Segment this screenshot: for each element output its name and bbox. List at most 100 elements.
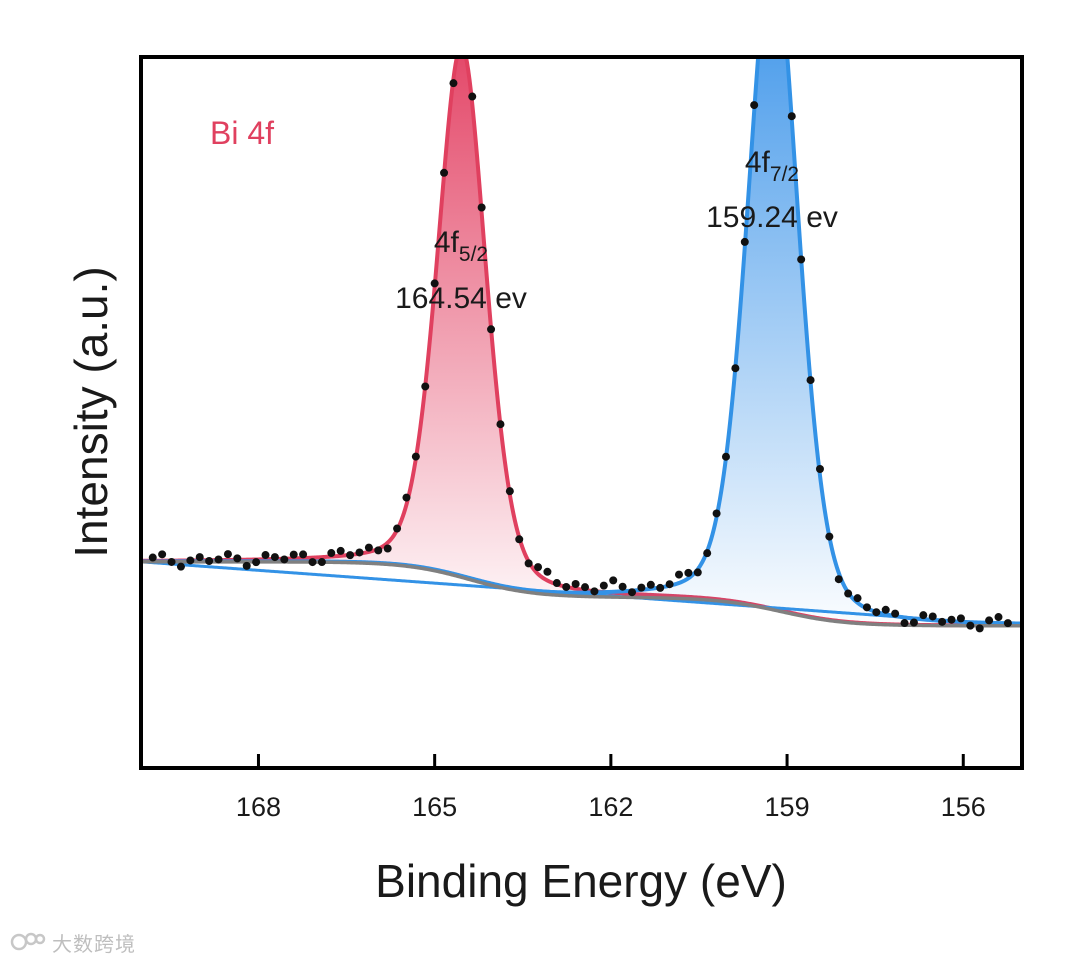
raw-data-point: [552, 579, 561, 588]
watermark: 大数跨境: [10, 928, 136, 956]
linear-baseline: [141, 560, 1022, 628]
raw-data-point: [214, 555, 223, 564]
raw-data-point: [618, 582, 627, 591]
raw-data-point: [853, 594, 862, 603]
raw-data-point: [646, 580, 655, 589]
raw-data-point: [712, 509, 721, 518]
raw-data-point: [205, 556, 214, 565]
raw-data-point: [806, 376, 815, 385]
raw-data-point: [242, 561, 251, 570]
raw-data-point: [327, 549, 336, 558]
raw-data-point: [562, 582, 571, 591]
raw-data-point: [336, 546, 345, 555]
raw-data-point: [844, 589, 853, 598]
raw-data-point: [543, 567, 552, 576]
plot-layer: [141, 44, 1022, 633]
raw-data-point: [411, 452, 420, 461]
raw-data-point: [252, 558, 261, 567]
peak-value-4f5-2: 164.54 ev: [395, 282, 527, 315]
raw-data-point: [468, 92, 477, 101]
raw-data-point: [186, 556, 195, 565]
raw-data-point: [947, 615, 956, 624]
watermark-logo-icon: [10, 932, 46, 951]
raw-data-point: [740, 237, 749, 246]
raw-data-point: [430, 279, 439, 288]
raw-data-point: [317, 558, 326, 567]
raw-data-point: [599, 581, 608, 590]
raw-data-point: [862, 603, 871, 612]
x-tick-label: 162: [588, 792, 633, 822]
raw-data-point: [590, 587, 599, 596]
peak-value-4f7-2: 159.24 ev: [706, 201, 838, 234]
raw-data-point: [449, 79, 458, 88]
raw-data-point: [393, 524, 402, 533]
peak-annotation-4f7-2: 4f7/2 159.24 ev: [706, 146, 838, 234]
x-tick-label: 159: [765, 792, 810, 822]
raw-data-point: [270, 553, 279, 562]
raw-data-point: [637, 583, 646, 592]
raw-data-point: [534, 563, 543, 572]
raw-data-point: [496, 420, 505, 429]
raw-data-point: [656, 583, 665, 592]
raw-data-point: [299, 550, 308, 559]
raw-data-point: [515, 535, 524, 544]
peak-fit-line-4f7-2: [141, 57, 1022, 626]
raw-data-point: [872, 608, 881, 617]
raw-data-point: [938, 617, 947, 626]
raw-data-point: [524, 559, 533, 568]
raw-data-point: [675, 570, 683, 579]
raw-data-point: [609, 576, 618, 585]
raw-data-point: [195, 553, 204, 562]
raw-data-point: [721, 452, 730, 461]
raw-data-point: [731, 364, 740, 373]
raw-data-point: [308, 558, 317, 567]
raw-data-point: [383, 544, 392, 553]
raw-data-point: [571, 579, 580, 588]
watermark-text: 大数跨境: [52, 933, 136, 956]
x-tick-label: 168: [236, 792, 281, 822]
raw-data-point: [402, 493, 411, 502]
raw-data-point: [505, 487, 514, 496]
raw-data-point: [223, 550, 232, 559]
shirley-background-line: [141, 560, 1022, 628]
raw-data-point: [693, 568, 702, 577]
raw-data-point: [289, 550, 298, 559]
raw-data-point: [928, 612, 937, 621]
raw-data-point: [787, 112, 796, 121]
peak-annotation-4f5-2: 4f5/2 164.54 ev: [395, 226, 527, 315]
peak-label-4f7-2: 4f7/2: [745, 146, 799, 186]
x-axis: 168 165 162 159 156: [236, 754, 986, 822]
raw-data-point: [346, 551, 355, 560]
raw-data-point: [834, 575, 843, 584]
raw-data-point: [280, 555, 289, 564]
raw-data-point: [1003, 619, 1012, 628]
raw-data-point: [167, 557, 176, 566]
plot-frame: [139, 55, 1024, 770]
raw-data-point: [176, 562, 185, 571]
raw-data-point: [684, 568, 693, 577]
raw-data-point: [909, 618, 918, 627]
raw-data-point: [581, 583, 590, 592]
raw-data-point: [966, 621, 975, 630]
raw-data-point: [665, 580, 674, 589]
peak-label-4f5-2: 4f5/2: [434, 226, 488, 266]
panel-label: Bi 4f: [210, 115, 274, 151]
raw-data-point: [487, 325, 496, 334]
raw-data-point: [158, 550, 167, 559]
raw-data-point: [364, 543, 373, 552]
raw-data-point: [900, 619, 909, 628]
raw-data-point: [881, 605, 890, 614]
raw-data-point: [459, 44, 467, 52]
raw-data-point: [374, 546, 383, 555]
raw-data-point: [994, 613, 1003, 622]
raw-data-point: [261, 551, 270, 560]
raw-data-point: [750, 101, 759, 110]
raw-data-point: [956, 614, 965, 623]
y-axis-title: Intensity (a.u.): [65, 266, 117, 557]
x-tick-label: 165: [412, 792, 457, 822]
raw-data-point: [797, 255, 806, 264]
raw-data-point: [628, 588, 637, 597]
raw-data-point: [703, 549, 712, 558]
raw-data-point: [919, 611, 928, 620]
